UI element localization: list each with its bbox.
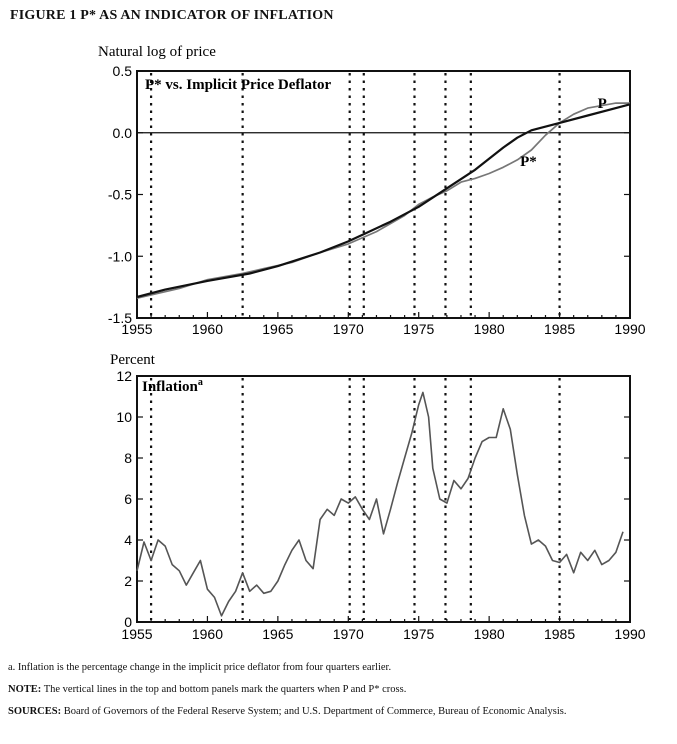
x-tick-label: 1965 (262, 626, 293, 642)
y-tick-label: 4 (124, 532, 132, 548)
series-line-Inflation (136, 391, 624, 617)
note-text: The vertical lines in the top and bottom… (43, 684, 407, 695)
x-tick-label: 1975 (403, 626, 434, 642)
panel-title-superscript: a (198, 377, 203, 388)
series-line-P (136, 103, 631, 299)
y-tick-label: 0 (124, 614, 132, 630)
x-tick-label: 1985 (544, 321, 575, 337)
x-tick-label: 1980 (474, 321, 505, 337)
panel-title: P* vs. Implicit Price Deflator (145, 77, 332, 93)
panel-title: Inflationa (142, 377, 203, 395)
note-line: NOTE: The vertical lines in the top and … (8, 683, 663, 696)
x-tick-label: 1955 (121, 321, 152, 337)
y-tick-label: 12 (116, 368, 132, 384)
footnote-a-marker: a. (8, 662, 16, 673)
x-tick-label: 1975 (403, 321, 434, 337)
sources-line: SOURCES: Board of Governors of the Feder… (8, 705, 663, 718)
y-tick-label: -0.5 (108, 187, 132, 203)
x-tick-label: 1960 (192, 626, 223, 642)
note-label: NOTE: (8, 684, 42, 695)
x-tick-label: 1980 (474, 626, 505, 642)
y-tick-label: 6 (124, 491, 132, 507)
y-tick-label: 8 (124, 450, 132, 466)
chart-figure: 1955 1960 1965 1970 1975 1980 1985 1990 0.5 0.0 -0… (98, 44, 646, 642)
y-axis-label: Natural log of price (98, 44, 216, 60)
footnote-a: a. Inflation is the percentage change in… (8, 661, 663, 674)
x-tick-label: 1970 (333, 321, 364, 337)
x-tick-label: 1955 (121, 626, 152, 642)
y-tick-label: 0.5 (113, 63, 133, 79)
top-panel-p-star-vs-deflator: 1955 1960 1965 1970 1975 1980 1985 1990 0.5 0.0 -0… (98, 44, 646, 337)
x-tick-label: 1990 (614, 321, 645, 337)
series-label: P (598, 96, 607, 112)
y-tick-label: 0.0 (113, 125, 133, 141)
x-tick-label: 1960 (192, 321, 223, 337)
figure-title: FIGURE 1 P* AS AN INDICATOR OF INFLATION (10, 8, 334, 23)
footnote-a-text: Inflation is the percentage change in th… (17, 662, 392, 673)
y-axis-label: Percent (110, 352, 156, 368)
x-tick-label: 1970 (333, 626, 364, 642)
sources-text: Board of Governors of the Federal Reserv… (63, 706, 567, 717)
x-tick-label: 1990 (614, 626, 645, 642)
x-tick-label: 1965 (262, 321, 293, 337)
y-tick-label: -1.0 (108, 248, 132, 264)
y-tick-label: -1.5 (108, 310, 132, 326)
y-tick-label: 10 (116, 409, 132, 425)
plot-frame (136, 375, 631, 623)
series-label: P* (520, 154, 537, 170)
bottom-panel-inflation: 1955 1960 1965 1970 1975 1980 1985 1990 12 10 8 6 4 2… (110, 352, 646, 642)
y-tick-label: 2 (124, 573, 132, 589)
sources-label: SOURCES: (8, 706, 62, 717)
x-tick-label: 1985 (544, 626, 575, 642)
